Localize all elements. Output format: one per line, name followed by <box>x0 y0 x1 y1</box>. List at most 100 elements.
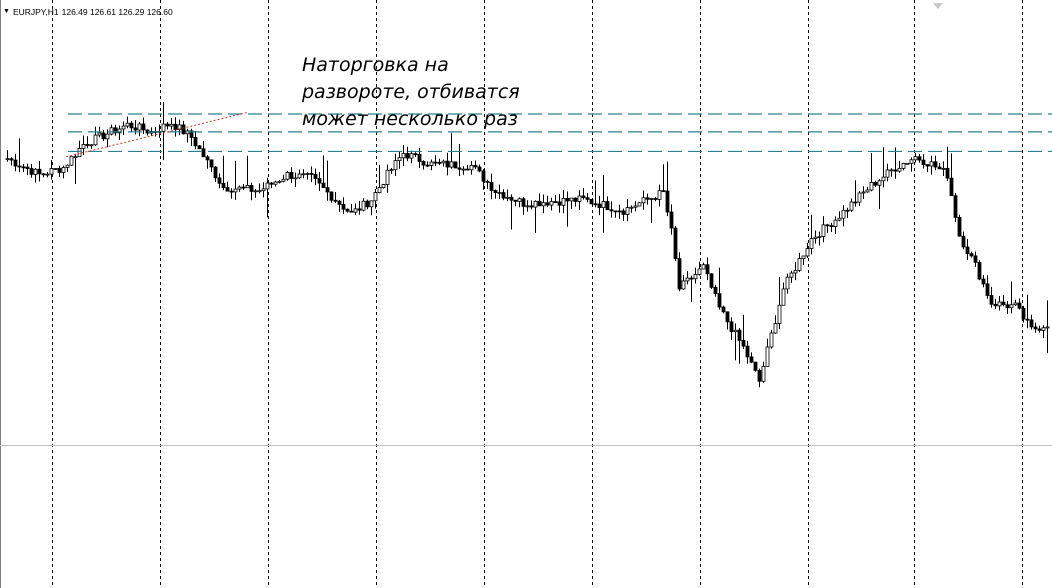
candle-body <box>77 148 82 158</box>
candle-body <box>445 160 450 168</box>
candle-body <box>449 161 454 168</box>
candle-body <box>541 202 546 207</box>
candle-body <box>305 173 310 175</box>
candle-body <box>949 177 954 197</box>
candle-body <box>617 210 622 213</box>
candle-body <box>413 153 418 156</box>
candle-body <box>397 157 402 162</box>
candle-body <box>525 205 530 208</box>
candle-body <box>229 190 234 193</box>
candle-body <box>705 264 710 275</box>
candle-body <box>233 188 238 193</box>
candle-body <box>725 311 730 323</box>
candle-body <box>5 158 10 161</box>
candle-body <box>369 200 374 208</box>
candle-body <box>217 177 222 184</box>
candle-body <box>777 304 782 324</box>
candle-body <box>549 201 554 206</box>
candle-body <box>273 181 278 185</box>
candle-body <box>17 165 22 168</box>
candle-body <box>1033 326 1038 330</box>
candle-body <box>73 156 78 159</box>
candle-body <box>781 288 786 306</box>
candle-body <box>61 167 66 173</box>
candle-body <box>457 167 462 170</box>
candle-body <box>461 168 466 171</box>
candle-body <box>293 177 298 180</box>
chart-menu-arrow-icon[interactable]: ▼ <box>3 8 10 15</box>
candle-body <box>141 123 146 131</box>
candle-body <box>609 209 614 212</box>
candle-body <box>393 160 398 171</box>
candle-body <box>829 225 834 227</box>
candle-body <box>313 173 318 179</box>
candle-body <box>161 123 166 132</box>
candle-body <box>553 201 558 203</box>
candle-body <box>301 173 306 176</box>
candle-body <box>289 172 294 179</box>
candle-body <box>109 127 114 135</box>
candle-body <box>469 164 474 171</box>
candle-body <box>69 156 74 166</box>
candle-body <box>401 153 406 159</box>
candle-body <box>981 278 986 285</box>
candle-body <box>9 158 14 161</box>
candle-body <box>225 187 230 192</box>
candle-body <box>813 236 818 239</box>
candle-body <box>513 199 518 202</box>
candle-body <box>497 192 502 194</box>
candle-body <box>517 198 522 202</box>
candle-body <box>205 156 210 161</box>
candle-body <box>37 168 42 175</box>
candle-body <box>701 264 706 270</box>
text-annotation[interactable]: Наторговка на развороте, отбиватся может… <box>302 52 602 133</box>
candle-body <box>917 156 922 161</box>
candle-body <box>65 164 70 168</box>
candle-body <box>13 159 18 167</box>
candle-body <box>49 168 54 175</box>
candle-body <box>505 196 510 199</box>
candle-body <box>417 153 422 162</box>
candle-body <box>957 217 962 237</box>
candle-body <box>849 201 854 211</box>
candle-body <box>1009 304 1014 309</box>
candle-body <box>245 185 250 189</box>
candle-body <box>489 181 494 191</box>
candle-body <box>137 123 142 131</box>
candle-body <box>597 203 602 209</box>
candle-body <box>601 201 606 209</box>
candle-body <box>85 144 90 146</box>
candle-body <box>993 303 998 307</box>
candle-body <box>797 258 802 271</box>
candle-body <box>641 197 646 204</box>
candle-body <box>357 208 362 211</box>
candle-body <box>681 280 686 290</box>
candle-body <box>673 227 678 259</box>
candle-body <box>869 181 874 191</box>
candle-body <box>709 273 714 288</box>
candle-body <box>345 208 350 212</box>
candle-body <box>265 182 270 190</box>
candle-body <box>657 190 662 200</box>
candle-body <box>769 332 774 348</box>
candle-body <box>1045 326 1050 329</box>
candle-body <box>333 199 338 202</box>
candle-body <box>285 172 290 180</box>
candle-body <box>989 295 994 305</box>
candle-body <box>209 159 214 168</box>
candle-body <box>321 182 326 189</box>
candle-body <box>569 197 574 202</box>
candle-body <box>997 301 1002 307</box>
candle-body <box>761 365 766 382</box>
trend-line[interactable] <box>65 111 249 158</box>
symbol-label: EURJPY,H1 <box>12 7 59 17</box>
candle-body <box>873 181 878 186</box>
candle-body <box>113 127 118 134</box>
candle-body <box>253 190 258 193</box>
candle-body <box>249 185 254 192</box>
candle-body <box>593 203 598 206</box>
candle-body <box>117 128 122 134</box>
candle-body <box>897 167 902 172</box>
